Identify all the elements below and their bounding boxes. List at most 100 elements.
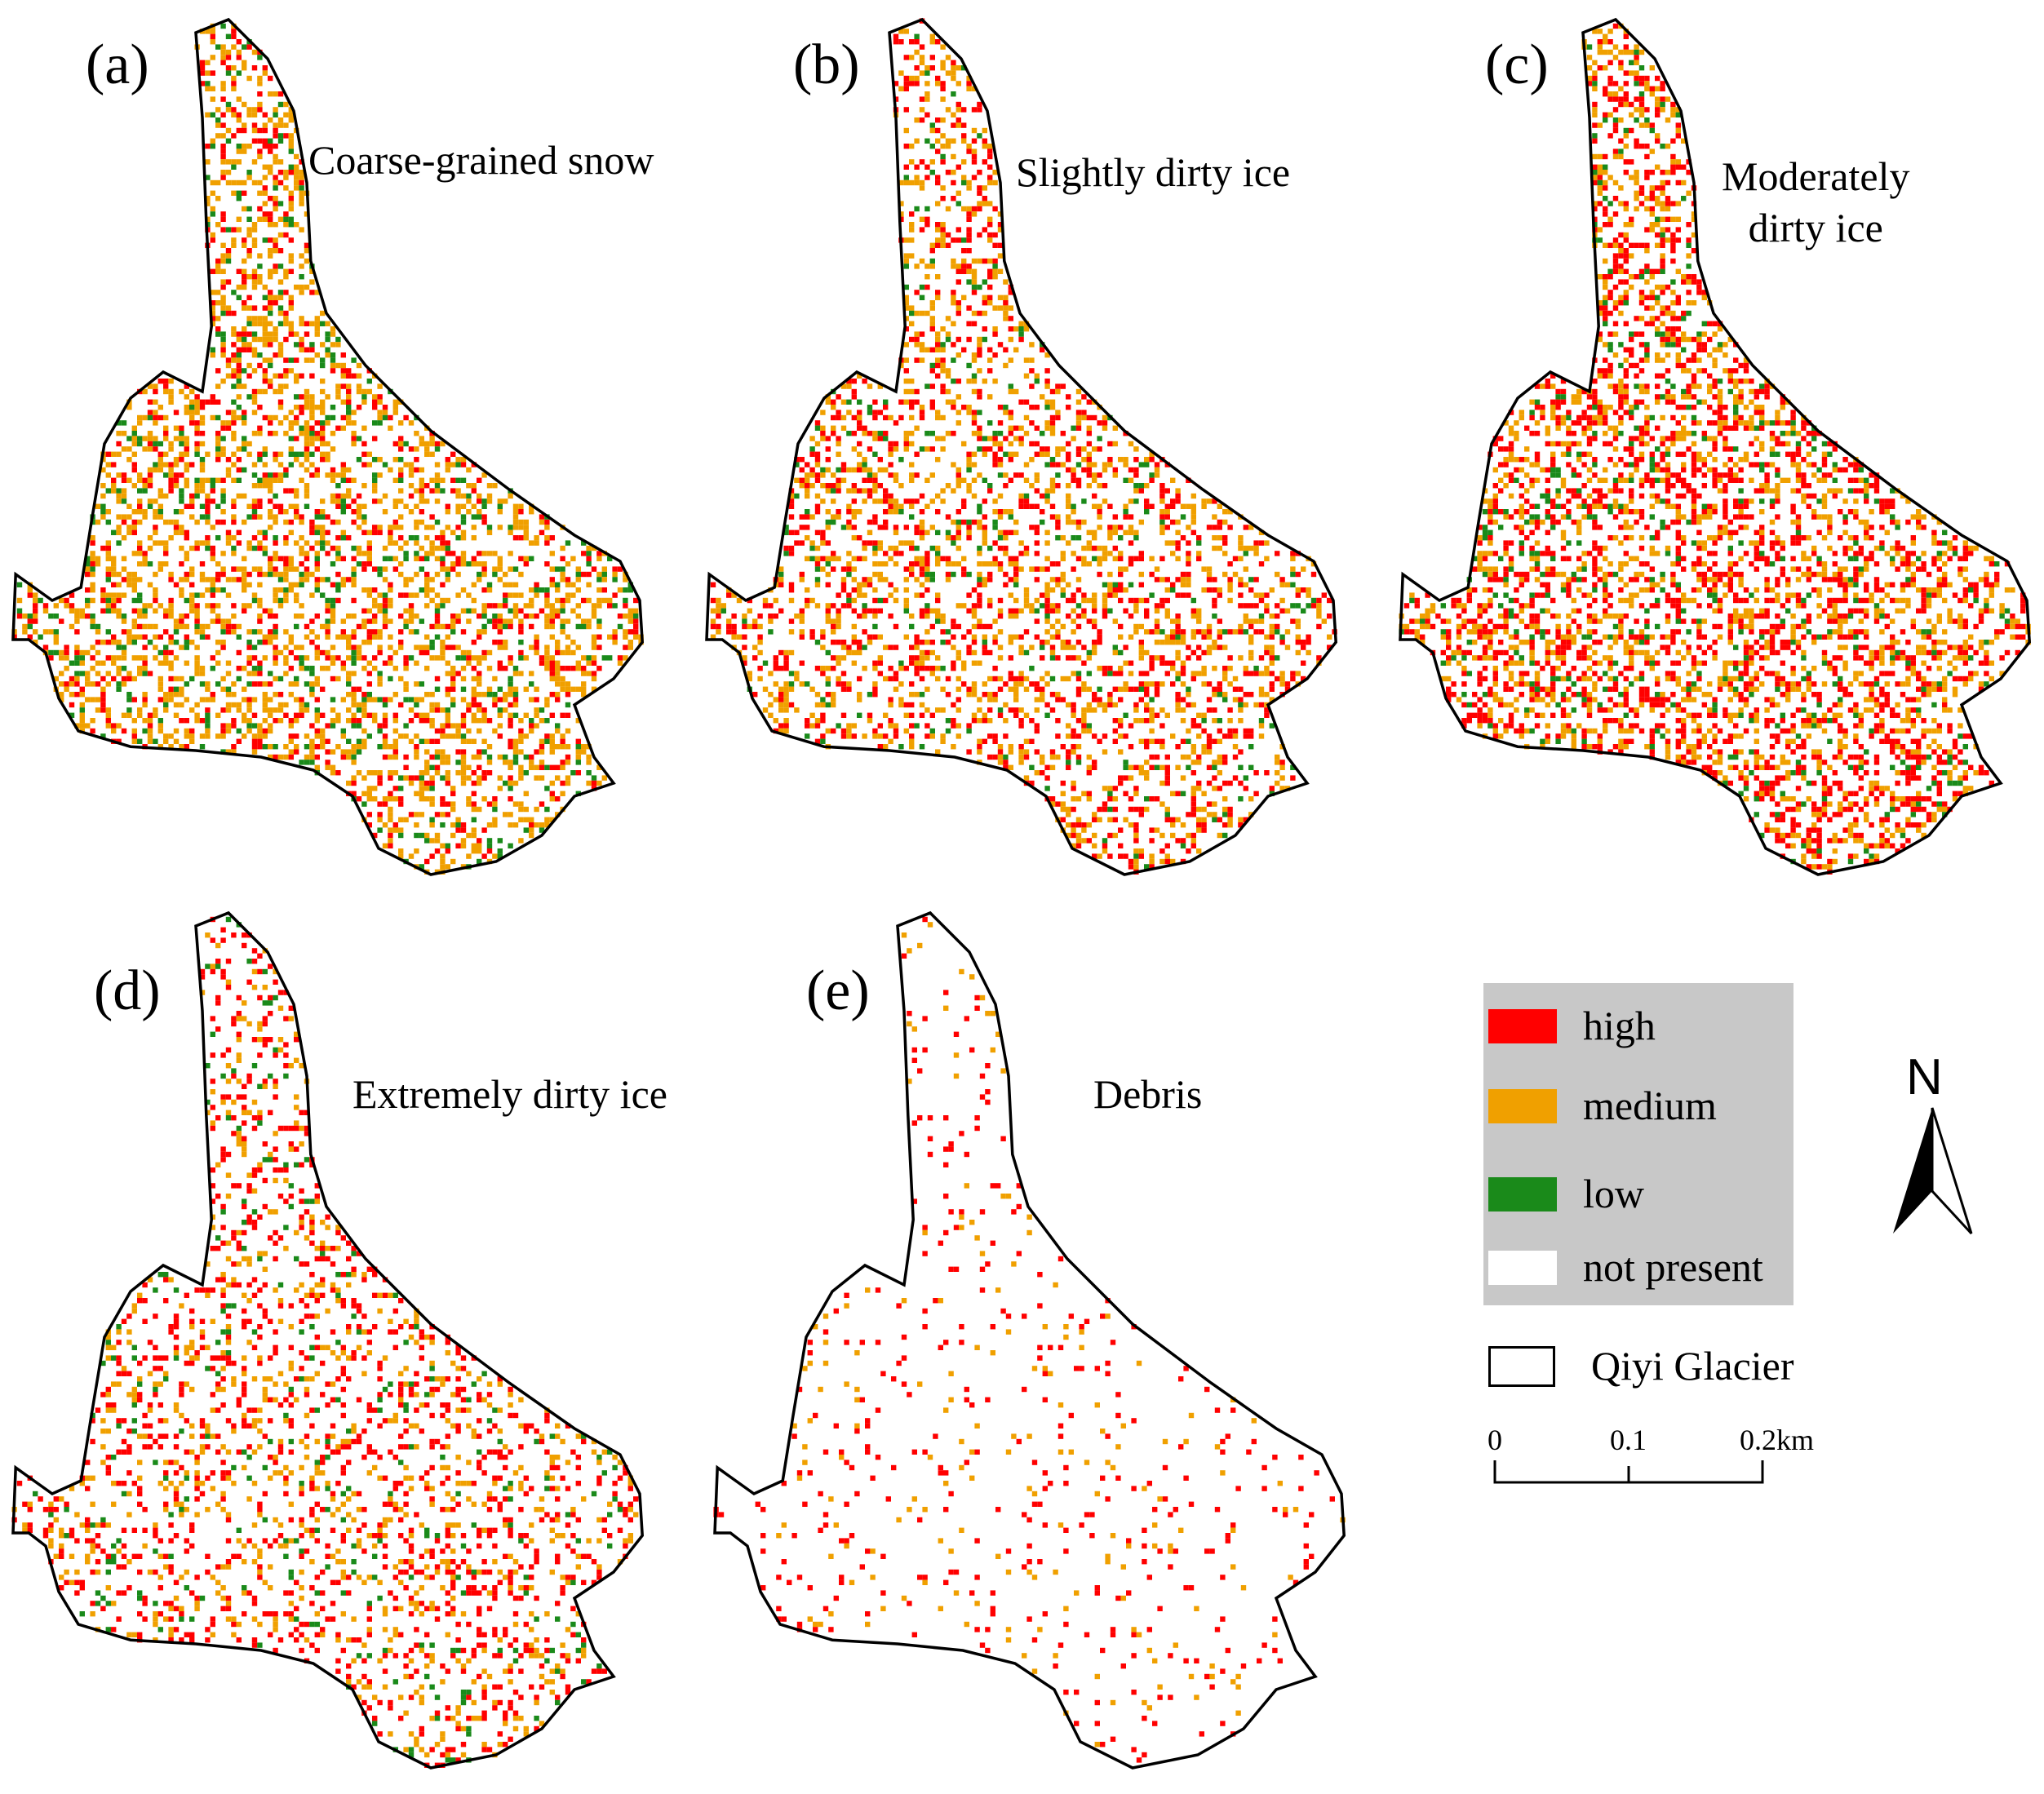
raster-cell <box>48 655 54 661</box>
raster-cell <box>581 655 587 661</box>
raster-cell <box>914 117 920 123</box>
raster-cell <box>586 551 592 556</box>
raster-cell <box>1081 592 1087 598</box>
raster-cell <box>356 645 362 650</box>
raster-cell <box>440 582 446 587</box>
raster-cell <box>377 571 383 578</box>
raster-cell <box>929 446 935 452</box>
raster-cell <box>314 509 320 515</box>
raster-cell <box>820 425 826 431</box>
raster-cell <box>116 597 122 604</box>
raster-cell <box>617 614 623 619</box>
raster-cell <box>466 702 472 708</box>
raster-cell <box>497 561 503 567</box>
raster-cell <box>840 414 847 421</box>
raster-cell <box>961 65 967 71</box>
raster-cell <box>1029 503 1035 509</box>
raster-cell <box>157 493 163 499</box>
raster-cell <box>903 577 909 582</box>
raster-cell <box>116 582 122 587</box>
raster-cell <box>497 509 503 515</box>
raster-cell <box>398 571 404 578</box>
raster-cell <box>486 718 493 724</box>
raster-cell <box>825 614 831 619</box>
raster-cell <box>982 529 987 535</box>
raster-cell <box>205 514 211 520</box>
raster-cell <box>961 556 967 561</box>
raster-cell <box>242 556 247 561</box>
raster-cell <box>361 801 367 807</box>
raster-cell <box>529 827 534 833</box>
raster-cell <box>445 634 450 640</box>
raster-cell <box>497 707 503 713</box>
raster-cell <box>992 206 998 212</box>
raster-cell <box>210 305 215 311</box>
raster-cell <box>429 451 435 457</box>
raster-cell <box>966 535 972 541</box>
raster-cell <box>126 529 132 535</box>
raster-cell <box>257 451 263 457</box>
raster-cell <box>273 352 278 358</box>
raster-cell <box>534 749 539 755</box>
raster-cell <box>273 519 278 525</box>
raster-cell <box>867 540 873 546</box>
raster-cell <box>814 425 821 431</box>
raster-cell <box>1128 477 1134 483</box>
raster-cell <box>1279 597 1285 604</box>
raster-cell <box>236 467 242 473</box>
raster-cell <box>862 603 867 609</box>
raster-cell <box>157 566 163 572</box>
raster-cell <box>1003 472 1009 478</box>
raster-cell <box>116 614 122 619</box>
raster-cell <box>560 608 565 614</box>
raster-cell <box>982 561 987 567</box>
raster-cell <box>544 817 550 822</box>
raster-cell <box>857 462 862 467</box>
raster-cell <box>137 592 143 598</box>
raster-cell <box>1107 457 1113 463</box>
raster-cell <box>205 686 211 692</box>
raster-cell <box>126 446 132 452</box>
raster-cell <box>262 551 268 556</box>
raster-cell <box>242 493 247 499</box>
raster-cell <box>388 791 393 796</box>
raster-cell <box>966 467 972 473</box>
raster-cell <box>481 853 487 859</box>
raster-cell <box>862 614 867 619</box>
raster-cell <box>277 342 284 348</box>
raster-cell <box>1133 608 1139 614</box>
raster-cell <box>304 441 310 447</box>
raster-cell <box>283 540 289 546</box>
raster-cell <box>231 383 237 389</box>
raster-cell <box>398 420 404 426</box>
raster-cell <box>1248 587 1254 593</box>
raster-cell <box>314 321 320 326</box>
raster-cell <box>987 446 993 452</box>
raster-cell <box>372 399 378 405</box>
raster-cell <box>805 472 810 478</box>
raster-cell <box>945 577 951 582</box>
raster-cell <box>340 749 346 755</box>
raster-cell <box>455 561 461 567</box>
raster-cell <box>147 561 153 567</box>
raster-cell <box>277 587 284 593</box>
raster-cell <box>1034 472 1040 478</box>
raster-cell <box>929 127 935 134</box>
raster-cell <box>570 666 576 671</box>
raster-cell <box>246 603 252 609</box>
raster-cell <box>153 597 158 604</box>
raster-cell <box>382 822 388 828</box>
raster-cell <box>242 190 247 196</box>
raster-cell <box>408 707 415 713</box>
raster-cell <box>168 535 174 541</box>
raster-cell <box>288 107 294 113</box>
raster-cell <box>388 587 393 593</box>
raster-cell <box>147 441 153 447</box>
raster-cell <box>982 201 987 206</box>
raster-cell <box>215 571 221 578</box>
raster-cell <box>414 848 419 854</box>
raster-cell <box>225 535 232 541</box>
raster-cell <box>220 331 226 337</box>
raster-cell <box>1097 545 1102 551</box>
raster-cell <box>288 519 294 525</box>
